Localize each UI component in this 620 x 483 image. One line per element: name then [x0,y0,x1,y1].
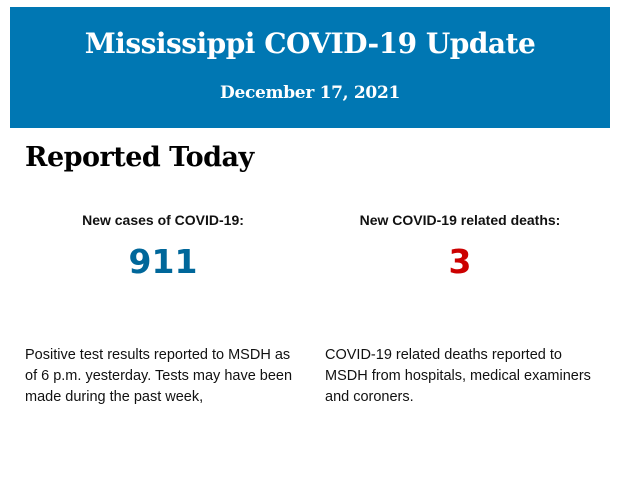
new-deaths-stat: New COVID-19 related deaths: 3 [315,212,605,281]
new-cases-label: New cases of COVID-19: [82,212,244,228]
new-deaths-label: New COVID-19 related deaths: [359,212,561,228]
header-banner: Mississippi COVID-19 Update December 17,… [10,7,610,128]
section-title: Reported Today [25,142,254,173]
page-title: Mississippi COVID-19 Update [84,27,536,60]
new-cases-stat: New cases of COVID-19: 911 [18,212,308,281]
report-date: December 17, 2021 [220,83,400,103]
new-cases-description: Positive test results reported to MSDH a… [25,347,293,405]
new-deaths-value: 3 [448,242,472,281]
new-deaths-description: COVID-19 related deaths reported to MSDH… [325,347,591,405]
new-cases-value: 911 [128,242,198,281]
